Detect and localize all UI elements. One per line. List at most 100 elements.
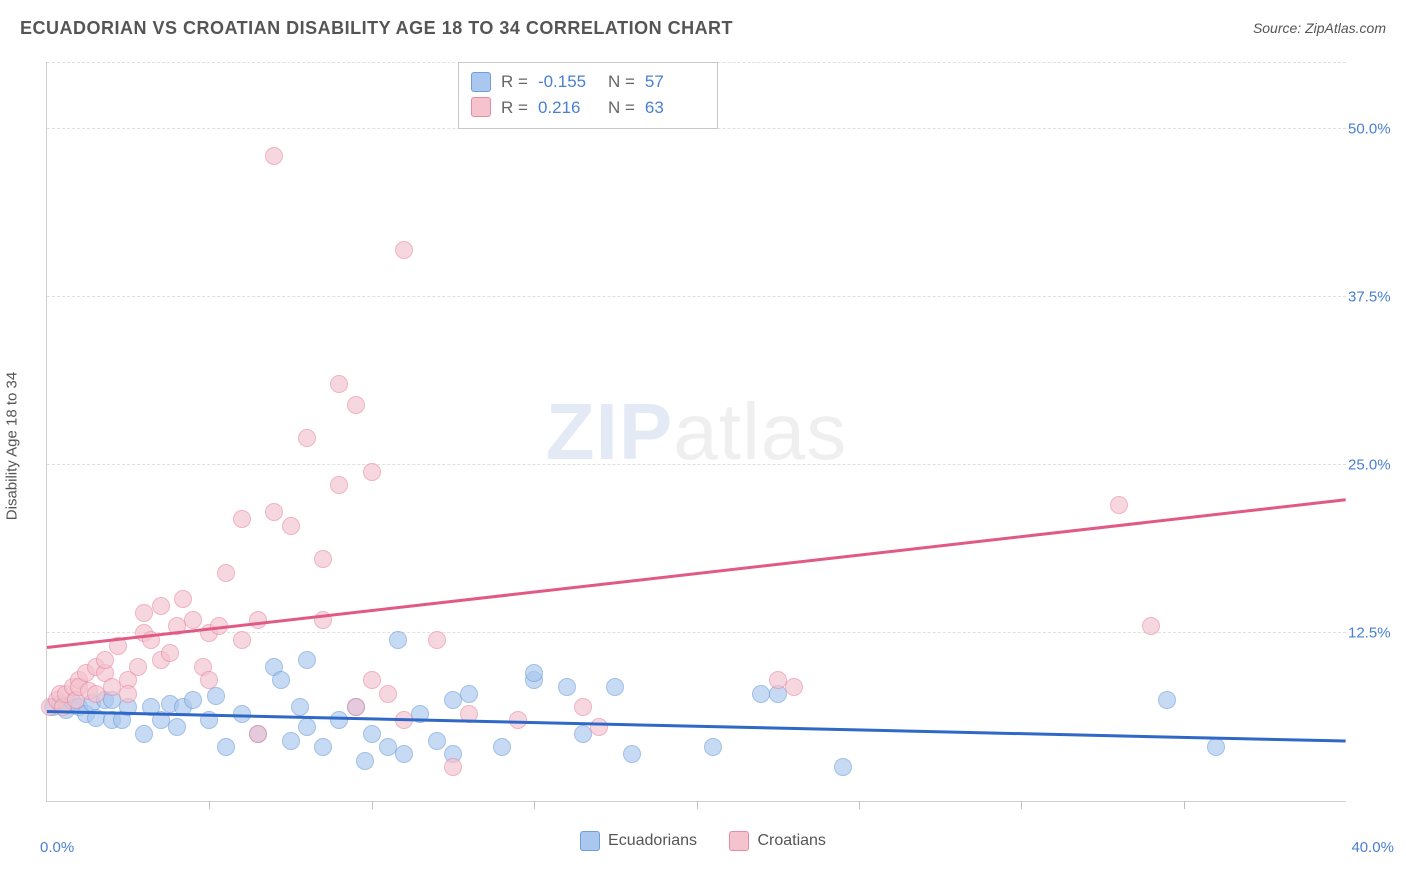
data-point — [249, 611, 267, 629]
data-point — [174, 590, 192, 608]
series-legend: Ecuadorians Croatians — [0, 831, 1406, 856]
legend-label-croatians: Croatians — [757, 832, 825, 850]
data-point — [282, 732, 300, 750]
x-tick — [859, 801, 860, 809]
data-point — [590, 718, 608, 736]
data-point — [395, 241, 413, 259]
swatch-croatians — [471, 97, 491, 117]
data-point — [217, 738, 235, 756]
n-label: N = — [608, 69, 635, 95]
data-point — [314, 550, 332, 568]
x-tick — [534, 801, 535, 809]
data-point — [184, 691, 202, 709]
y-tick-label: 12.5% — [1348, 625, 1406, 642]
data-point — [389, 631, 407, 649]
swatch-croatians-icon — [729, 831, 749, 851]
r-value-croatians: 0.216 — [538, 95, 598, 121]
r-label: R = — [501, 69, 528, 95]
swatch-ecuadorians — [471, 72, 491, 92]
data-point — [347, 396, 365, 414]
n-value-ecuadorians: 57 — [645, 69, 705, 95]
x-tick — [372, 801, 373, 809]
data-point — [525, 664, 543, 682]
data-point — [428, 732, 446, 750]
data-point — [249, 725, 267, 743]
swatch-ecuadorians-icon — [580, 831, 600, 851]
watermark-atlas: atlas — [673, 387, 847, 476]
x-tick — [697, 801, 698, 809]
r-value-ecuadorians: -0.155 — [538, 69, 598, 95]
watermark-zip: ZIP — [546, 387, 673, 476]
data-point — [347, 698, 365, 716]
legend-row-croatians: R = 0.216 N = 63 — [471, 95, 705, 121]
data-point — [1110, 496, 1128, 514]
data-point — [152, 597, 170, 615]
r-label: R = — [501, 95, 528, 121]
data-point — [265, 147, 283, 165]
legend-label-ecuadorians: Ecuadorians — [608, 832, 697, 850]
data-point — [363, 725, 381, 743]
data-point — [298, 718, 316, 736]
data-point — [119, 685, 137, 703]
x-tick — [209, 801, 210, 809]
y-tick-label: 50.0% — [1348, 121, 1406, 138]
data-point — [135, 725, 153, 743]
y-tick-label: 37.5% — [1348, 289, 1406, 306]
y-tick-label: 25.0% — [1348, 457, 1406, 474]
n-label: N = — [608, 95, 635, 121]
data-point — [834, 758, 852, 776]
data-point — [1158, 691, 1176, 709]
data-point — [460, 685, 478, 703]
data-point — [129, 658, 147, 676]
data-point — [379, 685, 397, 703]
data-point — [217, 564, 235, 582]
data-point — [363, 463, 381, 481]
data-point — [298, 429, 316, 447]
data-point — [265, 503, 283, 521]
n-value-croatians: 63 — [645, 95, 705, 121]
data-point — [623, 745, 641, 763]
data-point — [168, 718, 186, 736]
x-tick — [1184, 801, 1185, 809]
gridline — [47, 296, 1346, 297]
data-point — [291, 698, 309, 716]
data-point — [184, 611, 202, 629]
data-point — [161, 644, 179, 662]
source-prefix: Source: — [1253, 20, 1305, 36]
data-point — [272, 671, 290, 689]
gridline — [47, 464, 1346, 465]
data-point — [574, 698, 592, 716]
data-point — [96, 651, 114, 669]
data-point — [444, 758, 462, 776]
data-point — [395, 745, 413, 763]
correlation-legend: R = -0.155 N = 57 R = 0.216 N = 63 — [458, 62, 718, 129]
data-point — [493, 738, 511, 756]
y-axis-title: Disability Age 18 to 34 — [4, 372, 21, 520]
data-point — [330, 375, 348, 393]
data-point — [704, 738, 722, 756]
data-point — [785, 678, 803, 696]
data-point — [558, 678, 576, 696]
legend-row-ecuadorians: R = -0.155 N = 57 — [471, 69, 705, 95]
data-point — [1142, 617, 1160, 635]
data-point — [356, 752, 374, 770]
data-point — [428, 631, 446, 649]
data-point — [330, 476, 348, 494]
source-name: ZipAtlas.com — [1305, 20, 1386, 36]
x-tick — [1021, 801, 1022, 809]
data-point — [363, 671, 381, 689]
data-point — [606, 678, 624, 696]
legend-item-ecuadorians: Ecuadorians — [580, 831, 697, 851]
data-point — [200, 671, 218, 689]
data-point — [330, 711, 348, 729]
scatter-plot-area: ZIPatlas 12.5%25.0%37.5%50.0% — [46, 62, 1346, 802]
data-point — [314, 738, 332, 756]
source-credit: Source: ZipAtlas.com — [1253, 20, 1386, 36]
chart-title: ECUADORIAN VS CROATIAN DISABILITY AGE 18… — [20, 18, 733, 38]
data-point — [298, 651, 316, 669]
trend-line — [47, 710, 1346, 742]
data-point — [1207, 738, 1225, 756]
data-point — [207, 687, 225, 705]
data-point — [233, 510, 251, 528]
legend-item-croatians: Croatians — [729, 831, 825, 851]
